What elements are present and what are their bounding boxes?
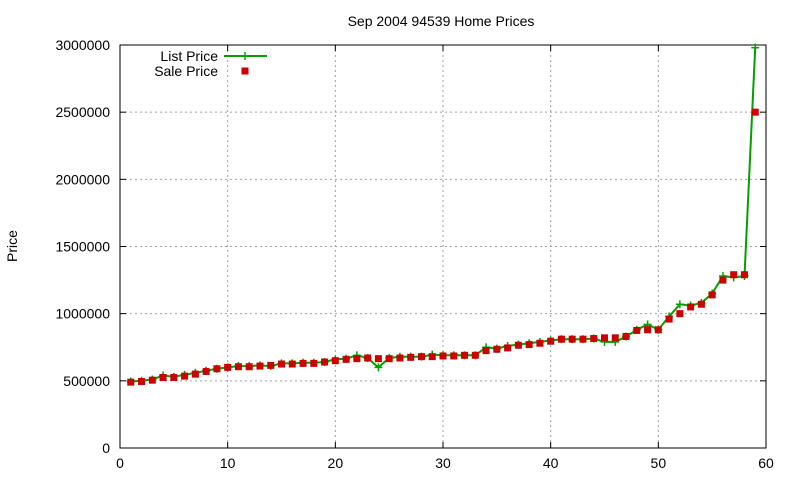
sale-price-point: [504, 344, 512, 352]
sale-price-point: [740, 271, 748, 279]
sale-price-point: [353, 355, 361, 363]
x-tick-label: 0: [116, 455, 124, 471]
sale-price-point: [213, 365, 221, 373]
sale-price-point: [191, 370, 199, 378]
sale-price-point: [654, 326, 662, 334]
y-tick-label: 1500000: [55, 239, 110, 255]
sale-price-point: [601, 334, 608, 342]
sale-price-point: [159, 373, 167, 381]
legend: List Price Sale Price: [154, 48, 267, 79]
sale-price-point: [547, 337, 555, 345]
sale-price-point: [364, 354, 372, 362]
x-tick-label: 60: [758, 455, 774, 471]
sale-price-point: [482, 347, 490, 355]
legend-marker-sale-price: [241, 67, 249, 75]
sale-price-point: [224, 363, 232, 371]
sale-price-point: [181, 372, 189, 380]
sale-price-point: [644, 326, 652, 334]
sale-price-point: [256, 362, 264, 370]
sale-price-point: [127, 378, 135, 386]
sale-price-point: [611, 334, 619, 342]
list-price-point: [675, 300, 684, 309]
legend-label-list-price: List Price: [160, 48, 218, 64]
sale-price-point: [665, 315, 673, 323]
sale-price-point: [310, 359, 318, 367]
x-tick-label: 40: [543, 455, 559, 471]
sale-price-point: [557, 335, 565, 343]
sale-price-point: [461, 351, 469, 359]
sale-price-point: [299, 359, 307, 367]
y-tick-label: 0: [102, 440, 110, 456]
sale-price-point: [234, 363, 242, 371]
y-tick-label: 2000000: [55, 171, 110, 187]
grid-lines: [120, 45, 766, 448]
x-tick-label: 20: [328, 455, 344, 471]
sale-price-point: [288, 360, 296, 368]
sale-price-point: [687, 303, 695, 311]
sale-price-point: [148, 376, 156, 384]
sale-price-point: [633, 326, 641, 334]
axis-ticks: 0 500000 1000000 1500000 2000000 2500000 30000…: [55, 37, 774, 471]
list-price-point: [374, 363, 383, 372]
legend-label-sale-price: Sale Price: [154, 63, 218, 79]
sale-price-point: [751, 108, 759, 116]
y-tick-label: 500000: [63, 373, 110, 389]
x-tick-label: 30: [435, 455, 451, 471]
y-tick-label: 1000000: [55, 306, 110, 322]
sale-price-point: [138, 378, 146, 386]
sale-price-point: [622, 333, 630, 341]
series-layer: [126, 43, 760, 386]
y-tick-label: 2500000: [55, 104, 110, 120]
sale-price-point: [708, 291, 716, 299]
sale-price-point: [278, 360, 285, 368]
sale-price-point: [568, 335, 576, 343]
sale-price-point: [342, 355, 350, 363]
sale-price-point: [471, 351, 479, 359]
sale-price-point: [579, 335, 587, 343]
sale-price-point: [525, 341, 533, 349]
sale-price-point: [407, 353, 415, 361]
chart-title: Sep 2004 94539 Home Prices: [348, 13, 535, 29]
y-tick-label: 3000000: [55, 37, 110, 53]
sale-price-point: [536, 339, 544, 347]
list-price-point: [751, 43, 760, 52]
sale-price-point: [697, 300, 705, 308]
sale-price-point: [439, 352, 447, 360]
x-tick-label: 50: [651, 455, 667, 471]
y-axis-label: Price: [4, 230, 20, 262]
sale-price-point: [493, 345, 501, 353]
sale-price-point: [170, 373, 178, 381]
sale-price-point: [202, 367, 210, 375]
sale-price-point: [590, 335, 598, 343]
sale-price-point: [331, 357, 339, 365]
sale-price-point: [719, 276, 727, 284]
sale-price-point: [396, 354, 404, 362]
sale-price-point: [267, 361, 275, 369]
sale-price-point: [385, 355, 393, 363]
sale-price-point: [321, 358, 329, 366]
sale-price-point: [428, 353, 436, 361]
sale-price-point: [417, 353, 425, 361]
sale-price-point: [245, 363, 253, 371]
sale-price-point: [676, 310, 684, 318]
sale-price-point: [730, 271, 738, 279]
sale-price-point: [514, 341, 522, 349]
sale-price-point: [374, 355, 382, 363]
sale-price-point: [450, 352, 458, 360]
x-tick-label: 10: [220, 455, 236, 471]
legend-marker-list-price: [241, 52, 249, 60]
